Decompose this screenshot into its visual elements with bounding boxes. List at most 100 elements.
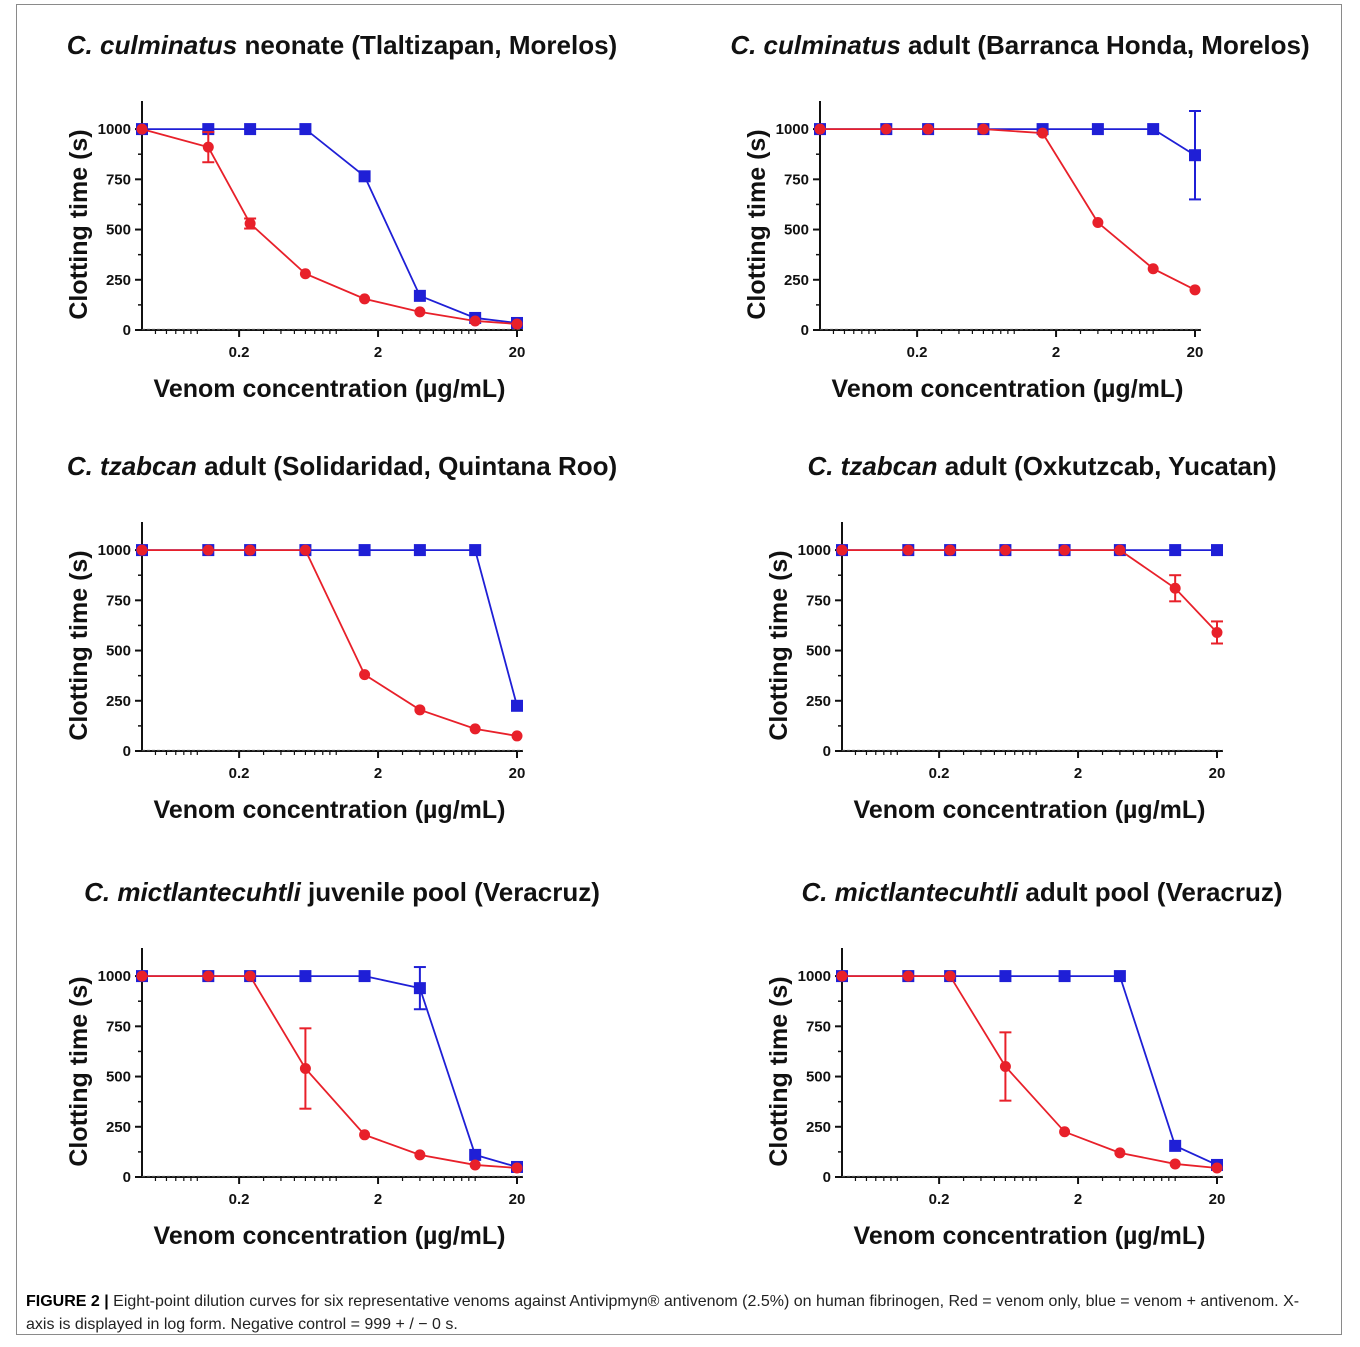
y-tick-label: 750: [806, 1018, 831, 1035]
data-point-circle: [300, 268, 311, 279]
x-axis-label: Venom concentration (µg/mL): [154, 796, 506, 824]
chart-plot: 0 250 500 750 1000 0.2 2 20Venom concentration …: [712, 851, 1360, 1271]
data-point-circle: [203, 545, 214, 556]
chart-plot: 0 250 500 750 1000 0.2 2 20Venom concentration …: [12, 425, 672, 845]
chart-panel: C. tzabcan adult (Oxkutzcab, Yucatan) 0 2…: [712, 425, 1360, 845]
y-axis-label: Clotting time (s): [65, 976, 93, 1166]
series-line-venom-antivenom: [842, 976, 1217, 1165]
x-axis-label: Venom concentration (µg/mL): [154, 1222, 506, 1250]
data-point-circle: [203, 971, 214, 982]
data-point-circle: [414, 1149, 425, 1160]
y-tick-label: 1000: [776, 121, 809, 138]
series-line-venom-antivenom: [142, 129, 517, 323]
data-point-circle: [945, 545, 956, 556]
data-point-circle: [245, 971, 256, 982]
data-point-circle: [470, 1159, 481, 1170]
x-tick-label: 20: [509, 1191, 526, 1208]
y-tick-label: 250: [806, 693, 831, 710]
y-tick-label: 250: [784, 272, 809, 289]
y-tick-label: 250: [106, 272, 131, 289]
data-point-circle: [359, 293, 370, 304]
data-point-circle: [414, 704, 425, 715]
data-point-square: [244, 123, 256, 135]
series-line-venom-antivenom: [820, 129, 1195, 155]
data-point-square: [359, 170, 371, 182]
data-point-circle: [1000, 1061, 1011, 1072]
x-axis-label: Venom concentration (µg/mL): [154, 375, 506, 403]
figure-label: FIGURE 2 |: [26, 1293, 109, 1310]
series-line-venom-antivenom: [142, 550, 517, 706]
data-point-circle: [881, 124, 892, 135]
x-tick-label: 20: [1209, 765, 1226, 782]
y-tick-label: 750: [106, 1018, 131, 1035]
y-tick-label: 500: [784, 222, 809, 239]
data-point-circle: [1000, 545, 1011, 556]
y-axis-label: Clotting time (s): [743, 129, 771, 319]
data-point-circle: [815, 124, 826, 135]
data-point-circle: [1148, 263, 1159, 274]
y-tick-label: 1000: [798, 542, 831, 559]
x-tick-label: 0.2: [929, 1191, 950, 1208]
data-point-circle: [903, 971, 914, 982]
chart-panel: C. culminatus neonate (Tlaltizapan, More…: [12, 4, 672, 424]
data-point-square: [469, 544, 481, 556]
data-point-square: [414, 982, 426, 994]
y-tick-label: 750: [806, 592, 831, 609]
y-tick-label: 250: [106, 693, 131, 710]
x-axis-label: Venom concentration (µg/mL): [854, 796, 1206, 824]
x-tick-label: 20: [1187, 344, 1204, 361]
x-tick-label: 0.2: [229, 765, 250, 782]
y-tick-label: 0: [123, 743, 131, 760]
chart-panel: C. tzabcan adult (Solidaridad, Quintana …: [12, 425, 672, 845]
data-point-circle: [837, 971, 848, 982]
series-line-venom-only: [142, 129, 517, 324]
data-point-square: [1147, 123, 1159, 135]
x-tick-label: 0.2: [907, 344, 928, 361]
x-axis-label: Venom concentration (µg/mL): [854, 1222, 1206, 1250]
y-tick-label: 0: [823, 743, 831, 760]
data-point-circle: [137, 124, 148, 135]
series-line-venom-antivenom: [142, 976, 517, 1167]
x-tick-label: 2: [1074, 765, 1082, 782]
data-point-square: [299, 970, 311, 982]
data-point-circle: [1059, 1126, 1070, 1137]
data-point-circle: [512, 730, 523, 741]
data-point-circle: [1170, 583, 1181, 594]
y-axis-label: Clotting time (s): [65, 129, 93, 319]
y-axis-label: Clotting time (s): [765, 976, 793, 1166]
data-point-square: [359, 970, 371, 982]
series-line-venom-only: [842, 550, 1217, 632]
y-tick-label: 250: [806, 1119, 831, 1136]
data-point-circle: [414, 306, 425, 317]
data-point-square: [999, 970, 1011, 982]
y-tick-label: 500: [806, 643, 831, 660]
data-point-circle: [945, 971, 956, 982]
data-point-circle: [359, 1129, 370, 1140]
y-tick-label: 0: [823, 1169, 831, 1186]
y-tick-label: 1000: [798, 968, 831, 985]
data-point-square: [1189, 149, 1201, 161]
x-tick-label: 0.2: [229, 1191, 250, 1208]
chart-panel: C. mictlantecuhtli adult pool (Veracruz)…: [712, 851, 1360, 1271]
data-point-circle: [512, 318, 523, 329]
figure-caption: FIGURE 2 | Eight-point dilution curves f…: [26, 1290, 1326, 1336]
data-point-circle: [470, 315, 481, 326]
y-tick-label: 0: [123, 1169, 131, 1186]
y-tick-label: 0: [123, 322, 131, 339]
y-tick-label: 750: [106, 171, 131, 188]
y-tick-label: 1000: [98, 121, 131, 138]
chart-panel: C. culminatus adult (Barranca Honda, Mor…: [690, 4, 1350, 424]
data-point-circle: [1170, 1158, 1181, 1169]
data-point-circle: [137, 971, 148, 982]
data-point-square: [469, 1149, 481, 1161]
data-point-square: [414, 290, 426, 302]
data-point-circle: [837, 545, 848, 556]
y-tick-label: 500: [106, 643, 131, 660]
x-tick-label: 0.2: [229, 344, 250, 361]
x-tick-label: 2: [1074, 1191, 1082, 1208]
y-tick-label: 500: [106, 222, 131, 239]
data-point-square: [1114, 970, 1126, 982]
data-point-circle: [1190, 284, 1201, 295]
